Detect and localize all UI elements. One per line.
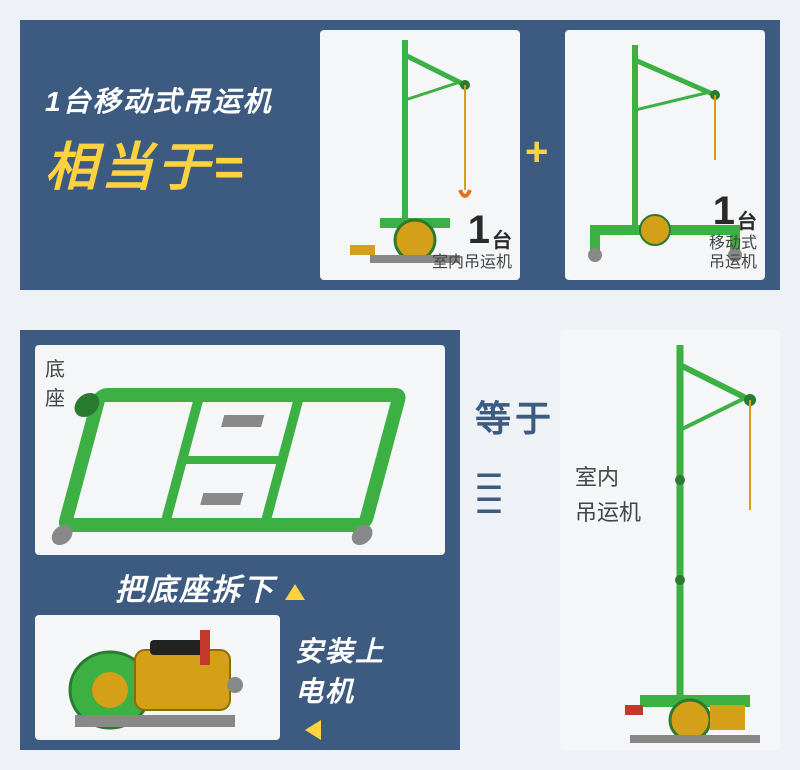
caption-remove-base: 把底座拆下	[115, 565, 305, 609]
headline-sub: 1台移动式吊运机	[45, 80, 273, 120]
result-card: 室内 吊运机	[560, 330, 780, 750]
motor-card	[35, 615, 280, 740]
plus-icon: +	[525, 130, 548, 175]
disassembly-panel: 底 座 把底座拆下	[20, 330, 460, 750]
qty-name: 室内吊运机	[432, 248, 512, 272]
qty-number: 1	[713, 189, 735, 234]
base-frame-illustration	[35, 345, 445, 555]
qty-badge-1: 1台 室内吊运机	[432, 208, 512, 272]
equals-text: 等于	[475, 390, 555, 442]
caption-install-motor: 安装上 电机	[295, 630, 385, 740]
result-hoist-illustration	[560, 330, 780, 750]
motor-illustration	[35, 615, 280, 740]
product-card-mobile-hoist: 1台 移动式 吊运机	[565, 30, 765, 280]
result-label: 室内 吊运机	[575, 460, 641, 530]
base-frame-card: 底 座	[35, 345, 445, 555]
product-card-indoor-hoist: 1台 室内吊运机	[320, 30, 520, 280]
equals-symbol: = =	[475, 470, 503, 518]
triangle-up-icon	[285, 584, 305, 600]
qty-number: 1	[468, 208, 490, 253]
qty-badge-2: 1台 移动式 吊运机	[709, 189, 757, 272]
qty-name-l2: 吊运机	[709, 248, 757, 272]
base-label: 底 座	[45, 353, 65, 411]
headline-main: 相当于=	[45, 125, 273, 200]
headline-block: 1台移动式吊运机 相当于=	[45, 80, 273, 200]
top-equation-panel: 1台移动式吊运机 相当于= 1台 室内吊运机 +	[20, 20, 780, 290]
triangle-left-icon	[305, 720, 321, 740]
